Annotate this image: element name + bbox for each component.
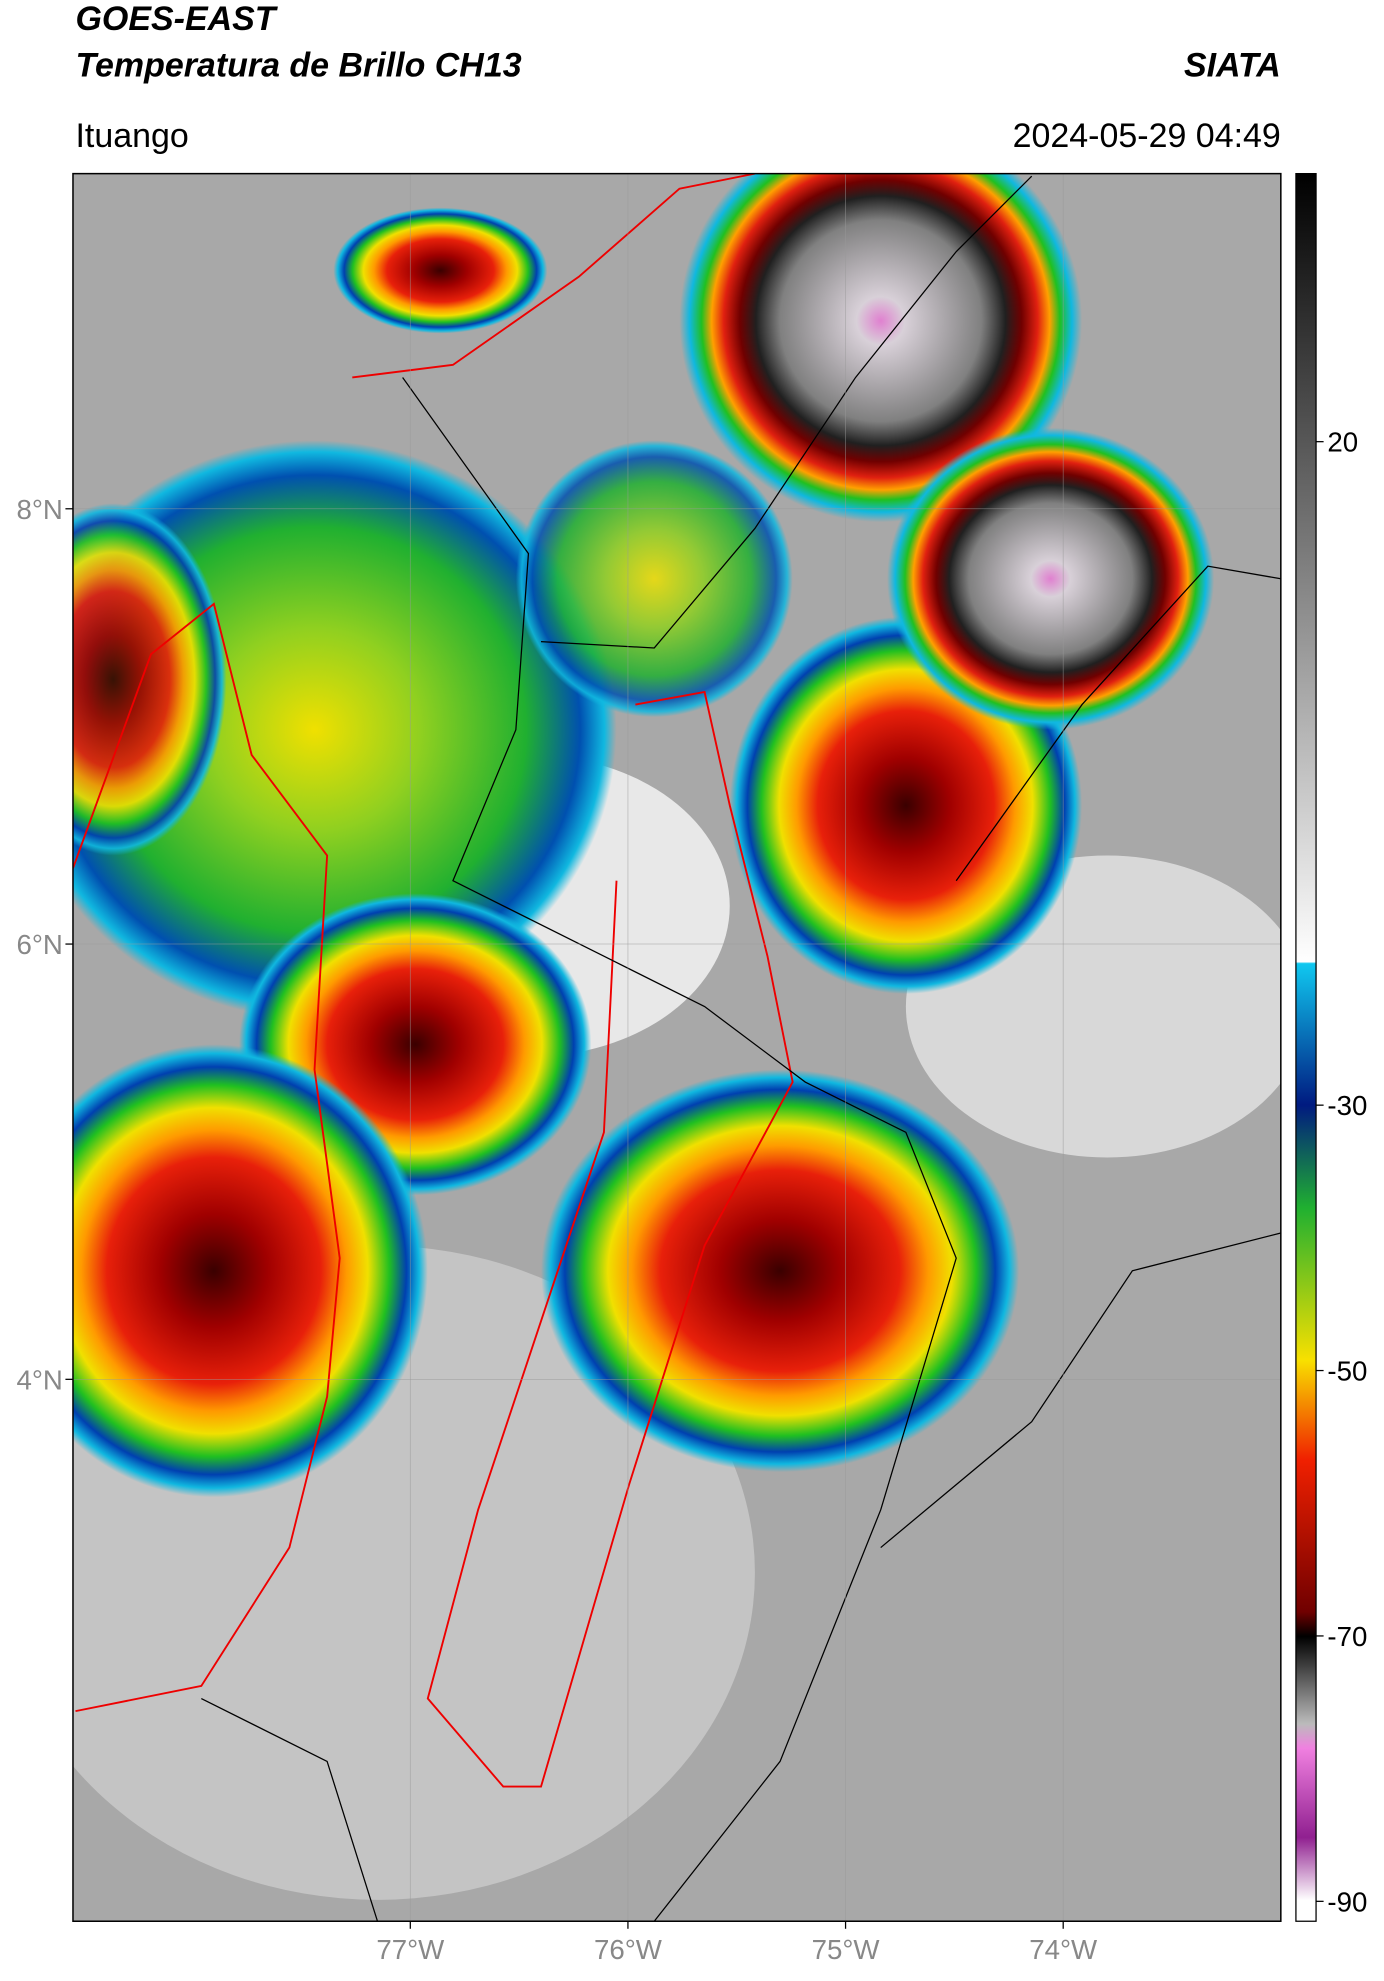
subtitle: Temperatura de Brillo CH13: [75, 47, 521, 85]
location: Ituango: [75, 117, 188, 155]
map-frame: [72, 172, 1282, 1922]
x-tick-label: 77°W: [376, 1934, 445, 1965]
x-tick-label: 75°W: [812, 1934, 881, 1965]
y-tick-label: 4°N: [16, 1364, 62, 1395]
title: GOES-EAST: [75, 0, 278, 38]
colorbar: [1295, 172, 1317, 1922]
colorbar-tick-label: -90: [1327, 1886, 1367, 1917]
y-tick-label: 6°N: [16, 929, 62, 960]
x-tick-label: 76°W: [594, 1934, 663, 1965]
y-tick-label: 8°N: [16, 494, 62, 525]
x-tick-label: 74°W: [1029, 1934, 1098, 1965]
timestamp: 2024-05-29 04:49: [1013, 117, 1281, 155]
grid: [72, 173, 1281, 1922]
colorbar-tick-label: -50: [1327, 1356, 1367, 1387]
satellite-image: [72, 173, 1281, 1922]
brand: SIATA: [1184, 47, 1281, 85]
colorbar-tick-label: -30: [1327, 1090, 1367, 1121]
colorbar-tick-label: 20: [1327, 427, 1358, 458]
colorbar-tick-label: -70: [1327, 1621, 1367, 1652]
